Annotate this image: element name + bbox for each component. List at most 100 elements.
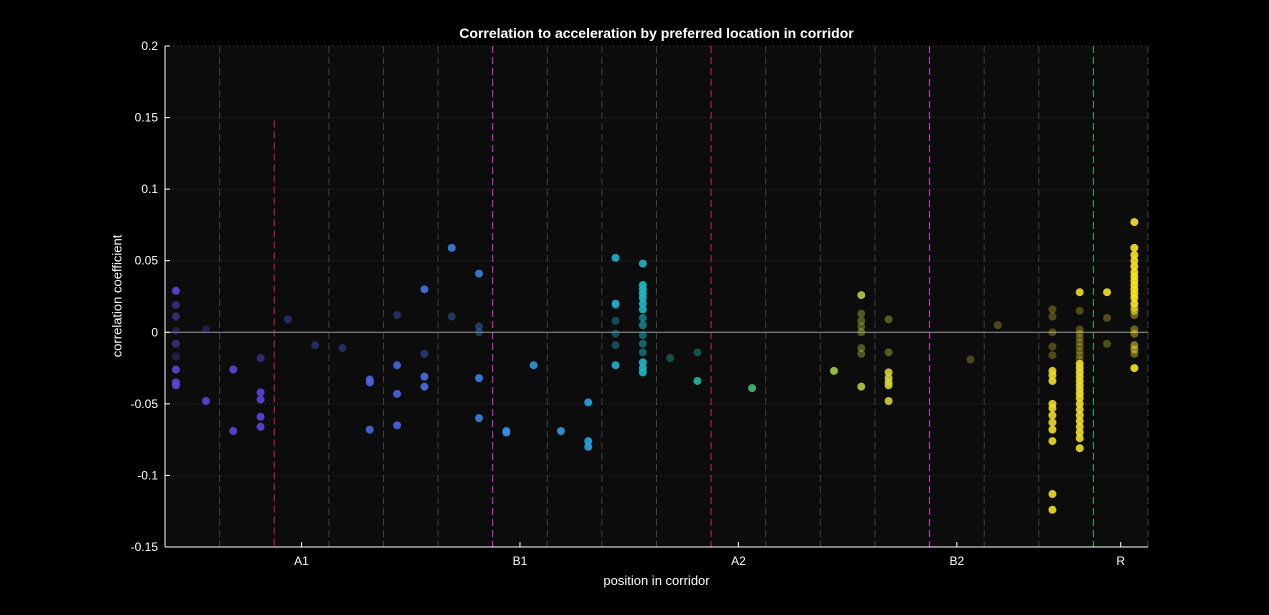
data-point bbox=[1075, 405, 1084, 414]
data-point bbox=[447, 243, 456, 252]
y-tick-label: -0.15 bbox=[131, 540, 159, 554]
x-tick-label: R bbox=[1116, 554, 1125, 568]
data-point bbox=[1075, 346, 1084, 355]
data-point bbox=[884, 348, 893, 357]
data-point bbox=[1130, 311, 1139, 320]
data-point bbox=[1130, 349, 1139, 358]
data-point bbox=[256, 354, 265, 363]
y-axis-label: correlation coefficient bbox=[109, 234, 125, 358]
axes-background bbox=[165, 46, 1148, 547]
data-point bbox=[1075, 428, 1084, 437]
data-point bbox=[966, 355, 975, 364]
data-point bbox=[638, 299, 647, 308]
data-point bbox=[611, 329, 620, 338]
data-point bbox=[1048, 305, 1057, 314]
data-point bbox=[1130, 250, 1139, 259]
data-point bbox=[1075, 422, 1084, 431]
data-point bbox=[1048, 411, 1057, 420]
data-point bbox=[857, 328, 866, 337]
data-point bbox=[1048, 351, 1057, 360]
data-point bbox=[171, 381, 180, 390]
data-point bbox=[1075, 399, 1084, 408]
data-point bbox=[229, 427, 238, 436]
data-point bbox=[638, 368, 647, 377]
data-point bbox=[1048, 418, 1057, 427]
data-point bbox=[1130, 364, 1139, 373]
y-tick-label: -0.05 bbox=[131, 397, 159, 411]
data-point bbox=[420, 372, 429, 381]
data-point bbox=[857, 291, 866, 300]
data-point bbox=[1048, 425, 1057, 434]
chart-title: Correlation to acceleration by preferred… bbox=[459, 25, 854, 41]
data-point bbox=[993, 321, 1002, 330]
y-tick-label: 0.15 bbox=[135, 111, 159, 125]
data-point bbox=[502, 428, 511, 437]
data-point bbox=[393, 311, 402, 320]
data-point bbox=[638, 339, 647, 348]
data-point bbox=[1048, 328, 1057, 337]
y-tick-label: -0.1 bbox=[137, 468, 158, 482]
data-point bbox=[1075, 325, 1084, 334]
data-point bbox=[475, 269, 484, 278]
data-point bbox=[1048, 505, 1057, 514]
y-tick-labels: -0.15 -0.1 -0.05 0 0.05 0.1 0.15 0.2 bbox=[131, 39, 159, 554]
data-point bbox=[171, 312, 180, 321]
data-point bbox=[638, 348, 647, 357]
data-point bbox=[1130, 262, 1139, 271]
data-point bbox=[475, 328, 484, 337]
data-point bbox=[1075, 342, 1084, 351]
data-point bbox=[857, 322, 866, 331]
data-point bbox=[420, 349, 429, 358]
data-point bbox=[1130, 218, 1139, 227]
x-tick-label: B1 bbox=[513, 554, 528, 568]
data-point bbox=[1075, 434, 1084, 443]
data-point bbox=[171, 365, 180, 374]
x-tick-labels: A1 B1 A2 B2 R bbox=[294, 554, 1125, 568]
x-tick-label: A2 bbox=[731, 554, 746, 568]
data-point bbox=[638, 293, 647, 302]
data-point bbox=[420, 285, 429, 294]
data-point bbox=[748, 384, 757, 393]
y-tick-label: 0.2 bbox=[141, 39, 158, 53]
data-point bbox=[1130, 325, 1139, 334]
data-point bbox=[338, 344, 347, 353]
data-point bbox=[1130, 293, 1139, 302]
data-point bbox=[638, 358, 647, 367]
data-point bbox=[1075, 338, 1084, 347]
data-point bbox=[884, 368, 893, 377]
data-point bbox=[1075, 306, 1084, 315]
data-point bbox=[256, 388, 265, 397]
axes bbox=[164, 45, 1148, 548]
data-point bbox=[311, 341, 320, 350]
data-point bbox=[611, 361, 620, 370]
data-point bbox=[611, 316, 620, 325]
data-point bbox=[666, 354, 675, 363]
data-point bbox=[256, 395, 265, 404]
data-point bbox=[1048, 376, 1057, 385]
data-point bbox=[556, 427, 565, 436]
data-point bbox=[1075, 444, 1084, 453]
data-point bbox=[1075, 351, 1084, 360]
data-point bbox=[1075, 394, 1084, 403]
y-tick-label: 0.1 bbox=[141, 182, 158, 196]
x-tick-label: B2 bbox=[950, 554, 965, 568]
data-point bbox=[393, 389, 402, 398]
data-point bbox=[283, 315, 292, 324]
data-point bbox=[611, 253, 620, 262]
y-tick-label: 0 bbox=[151, 325, 158, 339]
data-point bbox=[365, 425, 374, 434]
data-point bbox=[1048, 490, 1057, 499]
data-point bbox=[638, 321, 647, 330]
y-tick-label: 0.05 bbox=[135, 254, 159, 268]
data-point bbox=[475, 414, 484, 423]
data-point bbox=[1130, 256, 1139, 265]
data-point bbox=[447, 312, 456, 321]
data-point bbox=[584, 442, 593, 451]
data-point bbox=[884, 396, 893, 405]
data-point bbox=[529, 361, 538, 370]
data-point bbox=[638, 331, 647, 340]
data-point bbox=[1075, 329, 1084, 338]
data-point bbox=[638, 259, 647, 268]
data-point bbox=[365, 378, 374, 387]
data-point bbox=[857, 349, 866, 358]
